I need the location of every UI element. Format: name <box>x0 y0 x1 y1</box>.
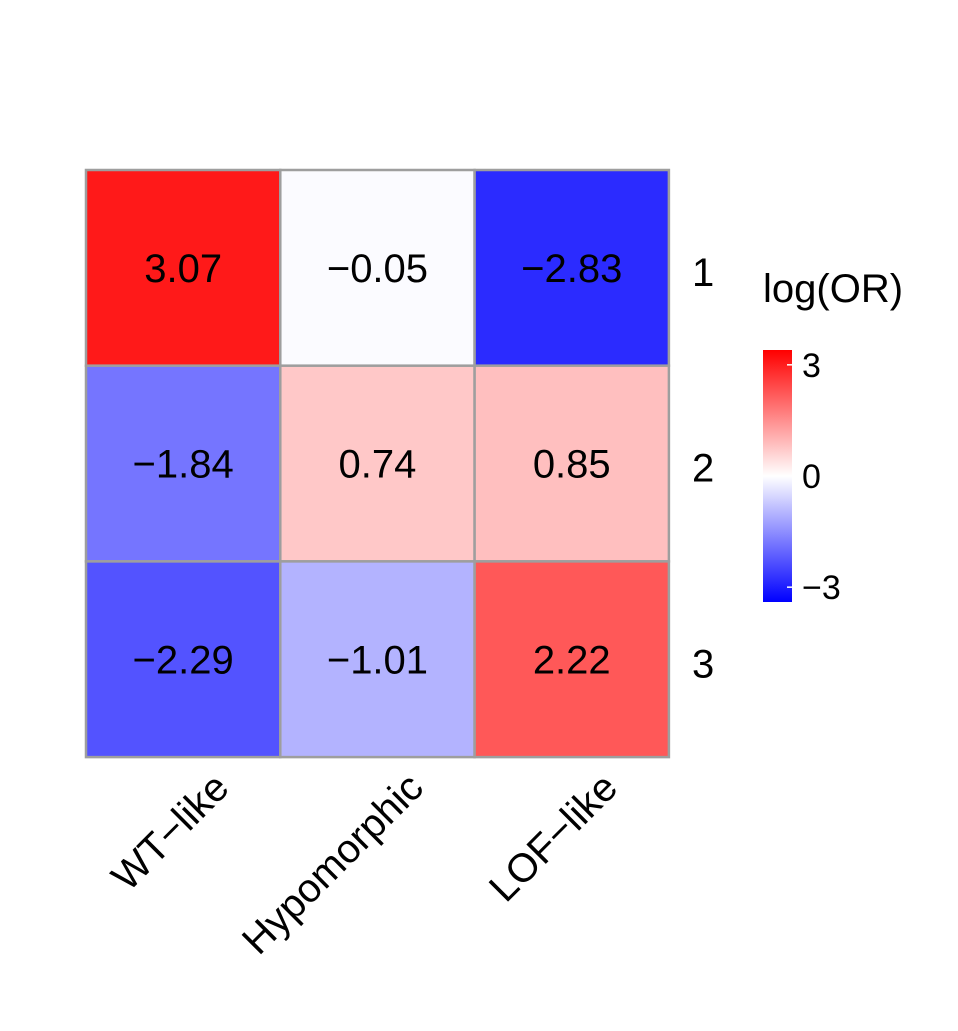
column-label: Hypomorphic <box>234 765 432 963</box>
cell-value-label: 3.07 <box>144 247 222 291</box>
legend-tick-label: −3 <box>802 569 841 607</box>
row-label: 2 <box>692 447 714 491</box>
heatmap-cell <box>84 364 282 563</box>
heatmap-cell <box>473 560 671 759</box>
heatmap-cell <box>279 560 476 759</box>
legend-title: log(OR) <box>763 267 903 311</box>
cell-value-label: 0.85 <box>533 443 611 487</box>
cell-value-label: −2.29 <box>133 638 234 682</box>
heatmap-cell <box>84 168 282 367</box>
legend-tick-label: 0 <box>802 458 821 496</box>
row-label: 3 <box>692 642 714 686</box>
column-label: WT−like <box>103 765 237 899</box>
heatmap-cell <box>473 168 671 367</box>
row-labels: 1 2 3 <box>692 251 714 686</box>
cell-value-label: −1.84 <box>133 443 234 487</box>
cell-value-label: −2.83 <box>521 247 622 291</box>
cell-value-label: −0.05 <box>327 247 428 291</box>
cell-value-label: 0.74 <box>339 443 417 487</box>
heatmap-cell <box>279 364 476 563</box>
cell-value-label: 2.22 <box>533 638 611 682</box>
heatmap-cell <box>473 364 671 563</box>
cell-value-label: −1.01 <box>327 638 428 682</box>
column-label: LOF−like <box>481 765 626 910</box>
legend-tick-label: 3 <box>802 347 821 385</box>
heatmap-cells: 3.07 −0.05 −2.83 −1.84 0.74 0.85 −2.29 −1.01 2.2… <box>84 168 671 759</box>
heatmap-cell <box>279 168 476 367</box>
legend-ticks: 3 0 −3 <box>787 347 841 607</box>
row-label: 1 <box>692 251 714 295</box>
color-legend: log(OR) 3 0 −3 <box>763 267 903 607</box>
heatmap-cell <box>84 560 282 759</box>
